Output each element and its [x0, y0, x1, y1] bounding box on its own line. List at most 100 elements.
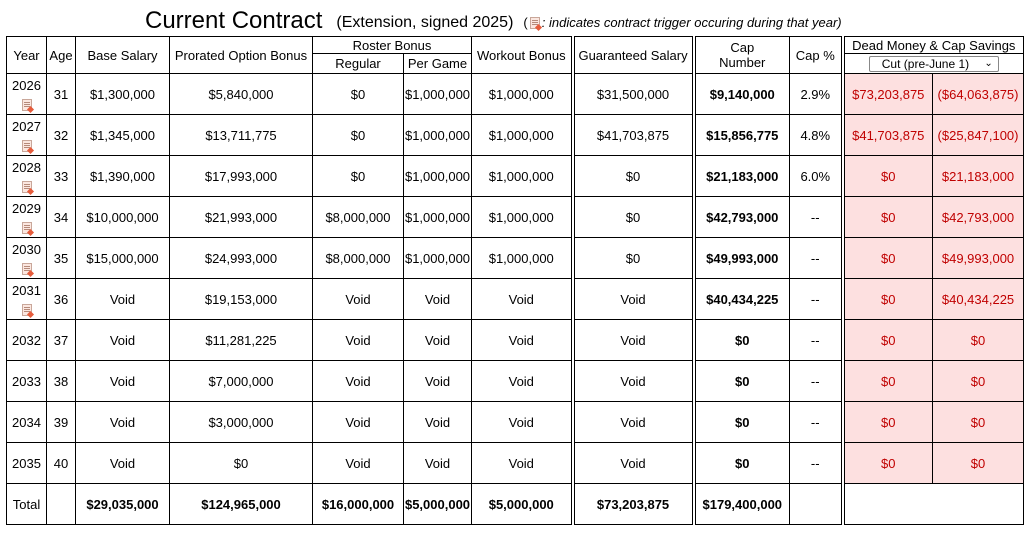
- prorated-bonus-cell: $3,000,000: [169, 401, 313, 443]
- table-row: 2026 31 $1,300,000 $5,840,000 $0 $1,000,…: [6, 73, 1024, 115]
- total-roster-per-game: $5,000,000: [402, 483, 473, 525]
- cap-savings-cell: $49,993,000: [932, 237, 1024, 279]
- document-trigger-icon: [529, 17, 540, 29]
- total-cap-pct-cell: [789, 483, 845, 525]
- workout-bonus-cell: Void: [471, 442, 574, 484]
- prorated-bonus-cell: $7,000,000: [169, 360, 313, 402]
- header-age: Age: [46, 36, 76, 74]
- trigger-legend: ( : indicates contract trigger occuring …: [523, 10, 841, 36]
- prorated-bonus-cell: $0: [169, 442, 313, 484]
- guaranteed-salary-cell: $41,703,875: [570, 114, 696, 156]
- year-cell: 2031: [6, 278, 47, 320]
- header-cap-number-line1: Cap: [730, 40, 755, 55]
- document-trigger-icon[interactable]: [21, 139, 32, 152]
- cap-savings-cell: $0: [932, 442, 1024, 484]
- total-cap-number: $179,400,000: [693, 483, 791, 525]
- cap-savings-cell: $0: [932, 360, 1024, 402]
- roster-regular-cell: $8,000,000: [312, 196, 404, 238]
- age-cell: 40: [46, 442, 76, 484]
- cap-number-cell: $21,183,000: [693, 155, 791, 197]
- table-row: 2029 34 $10,000,000 $21,993,000 $8,000,0…: [6, 196, 1024, 238]
- table-row: 2033 38 Void $7,000,000 Void Void Void V…: [6, 360, 1024, 402]
- roster-regular-cell: Void: [312, 278, 404, 320]
- total-roster-regular: $16,000,000: [312, 483, 404, 525]
- dead-money-cell: $0: [842, 360, 934, 402]
- cap-savings-cell: ($25,847,100): [932, 114, 1024, 156]
- age-cell: 36: [46, 278, 76, 320]
- workout-bonus-cell: $1,000,000: [471, 196, 574, 238]
- dead-money-cell: $41,703,875: [842, 114, 934, 156]
- base-salary-cell: $1,300,000: [75, 73, 170, 115]
- cap-savings-cell: $40,434,225: [932, 278, 1024, 320]
- base-salary-cell: Void: [75, 319, 170, 361]
- cap-number-cell: $0: [693, 401, 791, 443]
- header-prorated-option-bonus: Prorated Option Bonus: [169, 36, 313, 74]
- base-salary-cell: $1,345,000: [75, 114, 170, 156]
- header-cap-pct: Cap %: [789, 36, 845, 74]
- roster-per-game-cell: Void: [402, 442, 473, 484]
- base-salary-cell: Void: [75, 442, 170, 484]
- roster-per-game-cell: Void: [402, 278, 473, 320]
- base-salary-cell: $10,000,000: [75, 196, 170, 238]
- workout-bonus-cell: Void: [471, 319, 574, 361]
- header-guaranteed-salary: Guaranteed Salary: [570, 36, 696, 74]
- guaranteed-salary-cell: Void: [570, 278, 696, 320]
- legend-open-paren: (: [523, 15, 528, 30]
- base-salary-cell: Void: [75, 360, 170, 402]
- age-cell: 32: [46, 114, 76, 156]
- cap-savings-cell: ($64,063,875): [932, 73, 1024, 115]
- header-cap-number-line2: Number: [719, 55, 766, 70]
- table-row: 2032 37 Void $11,281,225 Void Void Void …: [6, 319, 1024, 361]
- document-trigger-icon[interactable]: [21, 98, 32, 111]
- total-prorated-bonus: $124,965,000: [169, 483, 313, 525]
- base-salary-cell: Void: [75, 278, 170, 320]
- document-trigger-icon[interactable]: [21, 262, 32, 275]
- cap-pct-cell: --: [789, 278, 845, 320]
- total-guaranteed-salary: $73,203,875: [570, 483, 696, 525]
- header-dead-savings: Dead Money & Cap Savings: [842, 36, 1024, 54]
- roster-regular-cell: $0: [312, 73, 404, 115]
- total-row: Total $29,035,000 $124,965,000 $16,000,0…: [6, 483, 1024, 525]
- guaranteed-salary-cell: $0: [570, 196, 696, 238]
- header-cap-number: Cap Number: [693, 36, 791, 74]
- total-label: Total: [6, 483, 47, 525]
- year-cell: 2034: [6, 401, 47, 443]
- cap-pct-cell: --: [789, 442, 845, 484]
- year-value: 2030: [12, 242, 41, 258]
- guaranteed-salary-cell: Void: [570, 401, 696, 443]
- scenario-select[interactable]: Cut (pre-June 1) ⌄: [868, 55, 999, 72]
- total-workout-bonus: $5,000,000: [471, 483, 574, 525]
- document-trigger-icon[interactable]: [21, 303, 32, 316]
- cap-pct-cell: 4.8%: [789, 114, 845, 156]
- cap-number-cell: $0: [693, 360, 791, 402]
- total-age-cell: [46, 483, 76, 525]
- roster-regular-cell: $8,000,000: [312, 237, 404, 279]
- cap-pct-cell: --: [789, 401, 845, 443]
- age-cell: 34: [46, 196, 76, 238]
- scenario-select-cell: Cut (pre-June 1) ⌄: [842, 53, 1024, 74]
- cap-number-cell: $40,434,225: [693, 278, 791, 320]
- cap-savings-cell: $42,793,000: [932, 196, 1024, 238]
- workout-bonus-cell: Void: [471, 401, 574, 443]
- roster-per-game-cell: $1,000,000: [402, 155, 473, 197]
- header-roster-regular: Regular: [312, 53, 404, 74]
- dead-money-cell: $0: [842, 319, 934, 361]
- document-trigger-icon[interactable]: [21, 221, 32, 234]
- contract-table: Year Age Base Salary Prorated Option Bon…: [6, 36, 1024, 525]
- cap-number-cell: $42,793,000: [693, 196, 791, 238]
- header-dead-savings-label: Dead Money & Cap Savings: [852, 37, 1016, 53]
- cap-number-cell: $0: [693, 442, 791, 484]
- header-base-salary: Base Salary: [75, 36, 170, 74]
- cap-savings-cell: $21,183,000: [932, 155, 1024, 197]
- year-cell: 2033: [6, 360, 47, 402]
- roster-regular-cell: Void: [312, 401, 404, 443]
- prorated-bonus-cell: $5,840,000: [169, 73, 313, 115]
- prorated-bonus-cell: $21,993,000: [169, 196, 313, 238]
- contract-title-row: Current Contract (Extension, signed 2025…: [0, 0, 1024, 36]
- dead-money-cell: $0: [842, 401, 934, 443]
- document-trigger-icon[interactable]: [21, 180, 32, 193]
- roster-per-game-cell: Void: [402, 360, 473, 402]
- roster-regular-cell: $0: [312, 155, 404, 197]
- cap-pct-cell: --: [789, 196, 845, 238]
- guaranteed-salary-cell: Void: [570, 442, 696, 484]
